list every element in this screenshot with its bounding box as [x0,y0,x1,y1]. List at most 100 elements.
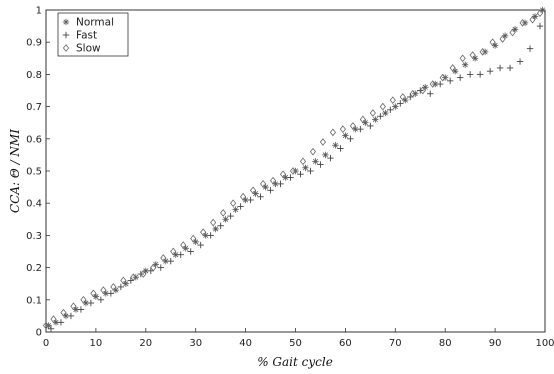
x-tick-label: 40 [239,338,252,349]
data-point [97,296,105,303]
data-point [250,186,257,195]
data-point [489,38,496,47]
data-point [322,151,329,159]
data-point [516,58,524,65]
data-point [247,196,254,204]
x-tick-label: 60 [339,338,352,349]
data-point [377,113,384,120]
legend-marker-normal [62,18,70,26]
data-point [187,248,194,255]
data-point [342,132,349,139]
data-point [519,19,526,27]
data-point [349,122,356,130]
data-point [427,90,434,97]
x-tick-label: 70 [389,338,402,349]
data-point [80,295,87,304]
legend-label-slow: Slow [76,43,101,55]
data-point [57,319,65,326]
data-point [309,147,317,156]
series-fast [47,22,544,332]
y-axis-ticks: 0 0.1 0.2 0.3 0.4 0.5 0.6 0.7 0.8 0.9 1 [26,6,50,339]
data-point [387,106,394,114]
data-point [197,241,204,249]
y-tick-label: 0.3 [26,231,42,242]
x-tick-label: 50 [289,338,302,349]
data-point [332,142,339,149]
legend-label-normal: Normal [76,17,114,29]
data-point [257,193,264,200]
data-point [466,71,474,78]
data-point [170,247,177,256]
data-point [87,299,95,307]
data-point [499,35,506,43]
data-point [469,51,476,59]
data-point [509,28,516,37]
data-point [299,157,307,166]
data-point [117,283,125,291]
data-point [100,286,107,294]
data-point [150,263,157,272]
data-point [42,321,50,330]
data-point [140,270,147,278]
data-point [437,80,444,88]
data-point [397,100,404,107]
data-point [449,64,456,72]
data-point [200,228,207,237]
data-point [269,176,277,185]
y-tick-label: 0.5 [26,167,42,178]
legend-marker-slow [62,44,70,52]
data-point [307,167,314,175]
data-point [506,64,514,72]
data-point [347,135,354,142]
data-point [382,109,389,117]
x-tick-label: 0 [43,338,49,349]
data-point [429,80,436,88]
data-point [317,161,324,168]
data-point [439,73,446,82]
data-point [120,276,127,285]
y-tick-label: 0.7 [26,102,42,113]
data-point [476,71,484,78]
data-point [167,257,174,265]
data-point [399,93,406,101]
data-point [529,15,536,24]
data-point [302,164,309,171]
legend-marker-fast [62,31,70,39]
data-point [259,180,267,188]
data-point [240,192,247,201]
data-point [220,209,227,217]
data-point [50,315,57,323]
y-tick-label: 0.8 [26,70,42,81]
data-point [327,154,334,162]
data-point [379,102,386,111]
data-point [372,116,379,123]
data-point [237,203,244,210]
data-point [107,290,115,297]
data-point [536,9,544,18]
scatter-points [42,6,546,332]
y-tick-label: 0.2 [26,263,42,274]
data-point [232,206,239,213]
data-point [67,312,75,320]
data-point [329,128,336,137]
y-tick-label: 0.4 [26,199,42,210]
data-point [459,54,466,63]
data-point [180,241,187,249]
data-point [419,86,426,95]
data-point [392,103,399,110]
data-point [287,174,294,181]
data-point [339,125,346,133]
x-tick-label: 90 [489,338,502,349]
data-point [496,64,504,72]
data-point [77,306,85,313]
data-point [536,22,544,30]
data-point [110,283,117,291]
data-point [190,234,197,243]
data-point [267,187,274,194]
x-tick-label: 10 [90,338,103,349]
data-point [289,167,297,175]
y-tick-label: 0.6 [26,134,42,145]
x-tick-label: 30 [189,338,202,349]
data-point [217,222,224,229]
